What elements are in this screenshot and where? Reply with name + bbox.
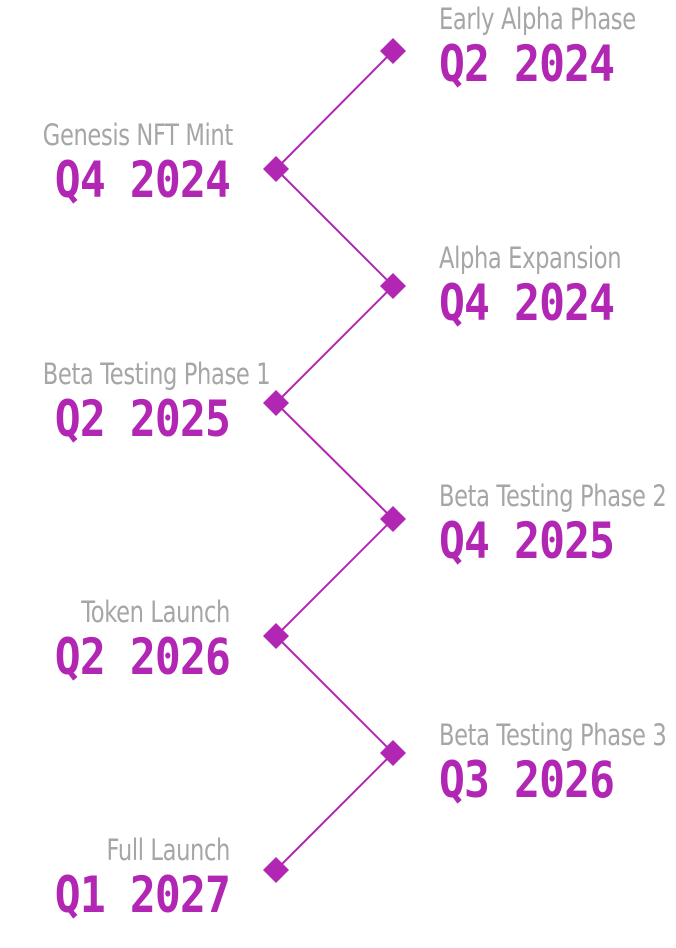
- milestone-2: Genesis NFT Mint Q4 2024: [0, 118, 233, 209]
- milestone-date: Q4 2024: [439, 274, 615, 332]
- timeline-connector: [275, 50, 394, 170]
- milestone-label: Early Alpha Phase: [439, 2, 636, 36]
- milestone-label: Beta Testing Phase 2: [439, 479, 667, 513]
- milestone-date: Q4 2024: [54, 151, 231, 209]
- milestone-1: Early Alpha Phase Q2 2024: [439, 2, 676, 92]
- milestone-6: Token Launch Q2 2026: [0, 595, 231, 686]
- timeline-nodes: [263, 38, 406, 883]
- milestone-date: Q3 2026: [439, 751, 615, 809]
- milestone-label: Alpha Expansion: [439, 241, 622, 275]
- timeline-connector: [275, 518, 394, 637]
- milestone-label: Genesis NFT Mint: [42, 118, 233, 152]
- diamond-node: [380, 273, 406, 299]
- milestone-date: Q2 2026: [54, 628, 231, 686]
- timeline-connector: [275, 635, 394, 754]
- milestone-label: Token Launch: [81, 595, 230, 629]
- diamond-node: [380, 740, 406, 766]
- diamond-node: [263, 857, 289, 883]
- milestone-label: Beta Testing Phase 3: [439, 718, 667, 752]
- diamond-node: [263, 623, 289, 649]
- diamond-node: [380, 506, 406, 532]
- milestone-date: Q2 2025: [54, 390, 231, 448]
- milestone-label: Full Launch: [106, 833, 231, 867]
- milestone-5: Beta Testing Phase 2 Q4 2025: [439, 479, 676, 569]
- milestone-date: Q2 2024: [439, 35, 615, 93]
- milestone-8: Full Launch Q1 2027: [0, 833, 231, 924]
- milestone-date: Q1 2027: [54, 866, 231, 924]
- diamond-node: [263, 390, 289, 416]
- milestone-7: Beta Testing Phase 3 Q3 2026: [439, 718, 676, 808]
- timeline-connector: [275, 402, 394, 520]
- milestone-4: Beta Testing Phase 1 Q2 2025: [0, 357, 271, 448]
- diamond-node: [263, 156, 289, 182]
- milestone-label: Beta Testing Phase 1: [42, 357, 271, 391]
- milestone-3: Alpha Expansion Q4 2024: [439, 241, 676, 331]
- timeline-connectors: [275, 50, 394, 871]
- timeline-connector: [275, 752, 394, 871]
- timeline-connector: [275, 168, 394, 287]
- diamond-node: [380, 38, 406, 64]
- timeline-connector: [275, 285, 394, 404]
- milestone-date: Q4 2025: [439, 512, 615, 570]
